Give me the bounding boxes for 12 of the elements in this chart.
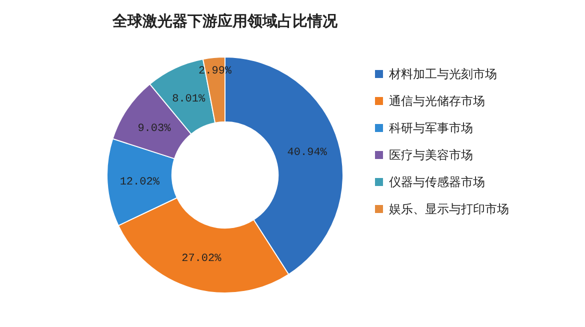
chart-title: 全球激光器下游应用领域占比情况 (112, 12, 338, 30)
data-label: 40.94% (287, 146, 328, 159)
data-label: 12.02% (120, 176, 160, 189)
legend-label: 材料加工与光刻市场 (388, 67, 497, 81)
legend-label: 通信与光储存市场 (389, 94, 485, 108)
data-label: 27.02% (182, 253, 222, 266)
legend-label: 仪器与传感器市场 (389, 175, 485, 189)
data-label: 8.01% (172, 94, 206, 106)
legend-label: 科研与军事市场 (389, 121, 473, 135)
data-label: 9.03% (138, 122, 172, 135)
legend-label: 医疗与美容市场 (389, 148, 473, 162)
legend-label: 娱乐、显示与打印市场 (389, 202, 509, 216)
